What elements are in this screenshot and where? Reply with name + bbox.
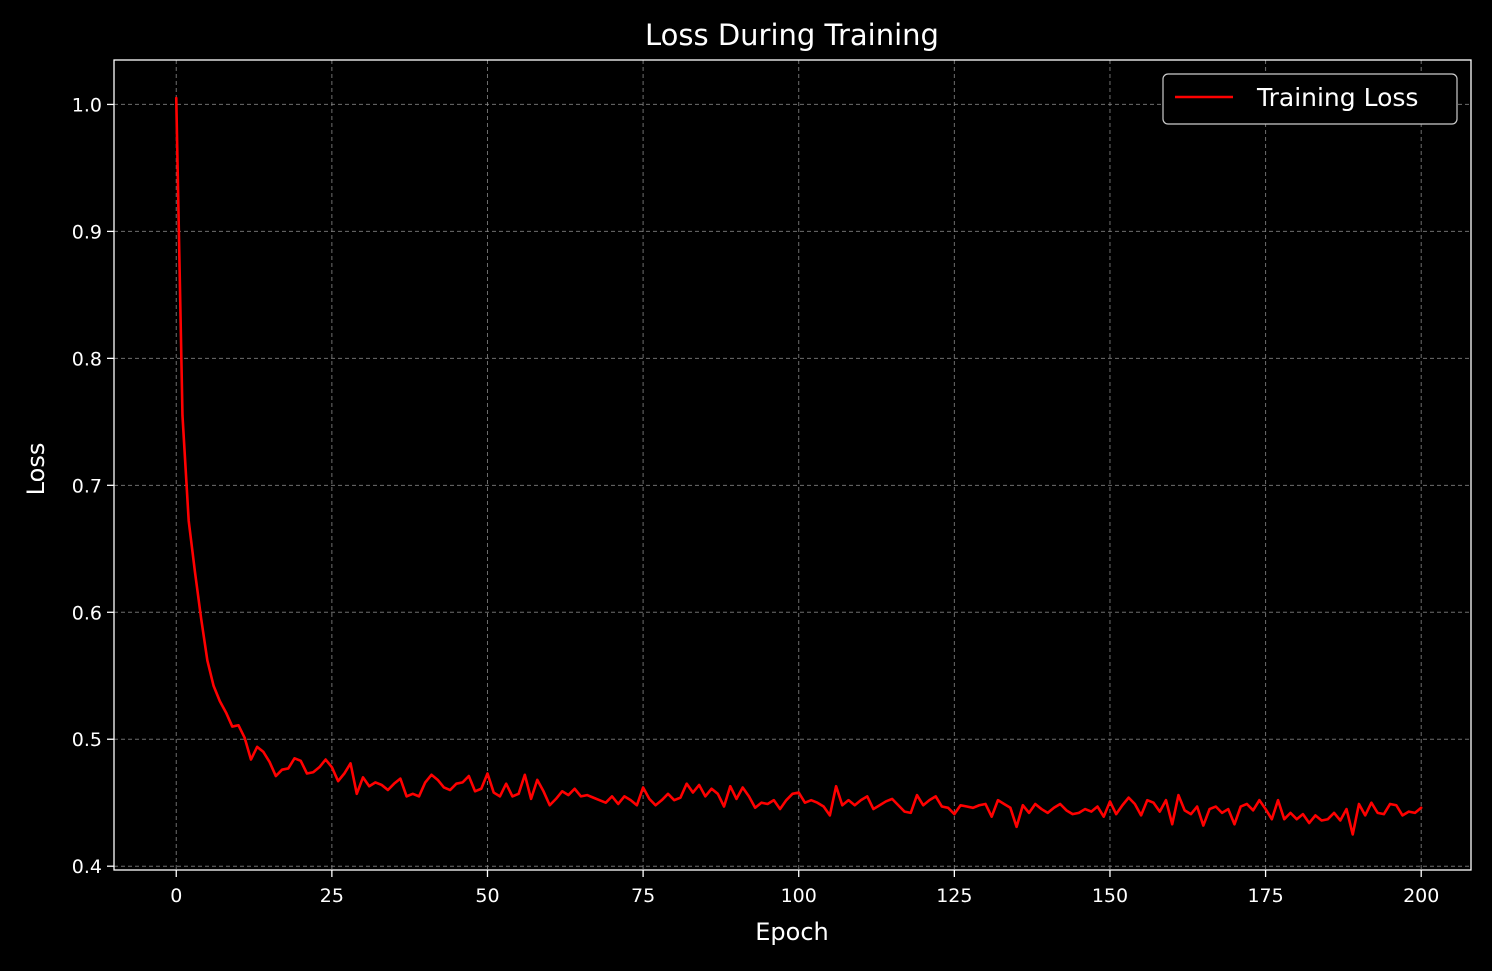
y-axis-title: Loss (22, 443, 50, 496)
x-tick-label: 200 (1403, 885, 1439, 907)
y-tick-label: 0.6 (72, 602, 102, 624)
series-line-training-loss (174, 96, 1423, 836)
y-tick-label: 0.5 (72, 729, 102, 751)
axes-frame (113, 59, 1472, 871)
x-axis-title: Epoch (755, 918, 829, 946)
legend: Training Loss (1162, 73, 1458, 125)
x-tick-label: 175 (1247, 885, 1283, 907)
x-tick-label: 125 (936, 885, 972, 907)
y-tick-label: 0.9 (72, 221, 102, 243)
y-tick-label: 1.0 (72, 94, 102, 116)
legend-label-training-loss: Training Loss (1256, 83, 1418, 112)
x-tick-label: 100 (781, 885, 817, 907)
x-tick-label: 50 (475, 885, 499, 907)
x-tick-label: 25 (320, 885, 344, 907)
legend-box (1162, 73, 1458, 125)
x-tick-label: 150 (1092, 885, 1128, 907)
y-tick-label: 0.7 (72, 475, 102, 497)
y-tick-label: 0.8 (72, 348, 102, 370)
x-tick-label: 75 (631, 885, 655, 907)
y-tick-label: 0.4 (72, 856, 102, 878)
y-axis-ticks: 0.4 0.5 0.6 0.7 0.8 0.9 1.0 (72, 94, 114, 878)
x-tick-label: 0 (170, 885, 182, 907)
chart-title: Loss During Training (645, 18, 939, 52)
x-axis-ticks: 0 25 50 75 100 125 150 175 200 (170, 870, 1439, 907)
